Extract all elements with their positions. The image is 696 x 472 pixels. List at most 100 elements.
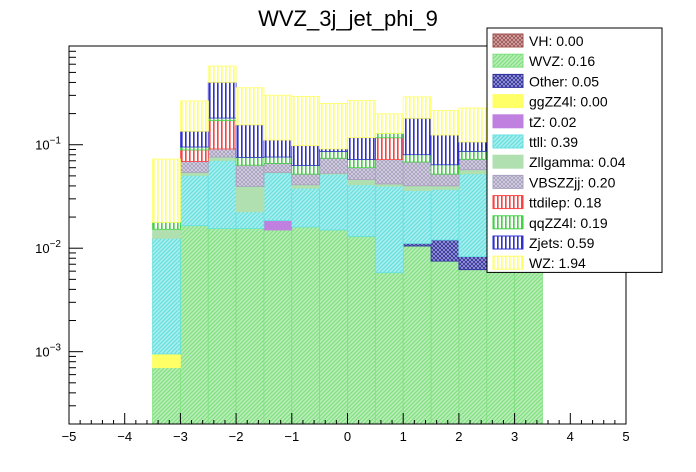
bar-qqzz4l-bin-5 bbox=[291, 165, 321, 175]
bar-zjets-bin-11 bbox=[458, 141, 488, 152]
bar-tz-bin-4 bbox=[263, 220, 293, 231]
bar-wz-bin-5 bbox=[291, 96, 321, 147]
bar-ttll-bin-1 bbox=[179, 175, 209, 227]
bar-wvz-bin-3 bbox=[235, 228, 265, 425]
bar-wvz-bin-2 bbox=[207, 228, 237, 425]
legend-swatch bbox=[492, 134, 524, 149]
legend: VH: 0.00 WVZ: 0.16 Other: 0.05 ggZZ4l: 0.00… bbox=[486, 27, 663, 273]
bar-vbszzjj-bin-10 bbox=[430, 173, 460, 187]
y-tick-label: 10−3 bbox=[35, 343, 61, 360]
bar-zllgamma-bin-2 bbox=[207, 156, 237, 161]
bar-zllgamma-bin-9 bbox=[402, 185, 432, 191]
bar-vbszzjj-bin-6 bbox=[319, 157, 348, 174]
bar-zjets-bin-7 bbox=[347, 137, 376, 160]
bar-wz-bin-11 bbox=[458, 107, 488, 143]
bar-zjets-bin-5 bbox=[291, 145, 321, 166]
bar-wz-bin-4 bbox=[263, 94, 293, 141]
x-tick-label: 0 bbox=[344, 429, 351, 444]
bar-zjets-bin-3 bbox=[235, 124, 265, 158]
bar-zjets-bin-4 bbox=[263, 139, 293, 158]
bar-vbszzjj-bin-5 bbox=[291, 173, 321, 186]
x-tick-label: 5 bbox=[622, 429, 629, 444]
bar-qqzz4l-bin-7 bbox=[347, 159, 376, 169]
legend-entry: Other: 0.05 bbox=[529, 73, 599, 89]
legend-swatch bbox=[492, 195, 524, 210]
bar-wz-bin-7 bbox=[347, 100, 376, 139]
x-tick-label: 3 bbox=[511, 429, 518, 444]
y-tick-label: 10−2 bbox=[35, 239, 61, 256]
legend-entry: WZ: 1.94 bbox=[529, 255, 586, 271]
bar-zjets-bin-9 bbox=[402, 117, 432, 156]
legend-entry: tZ: 0.02 bbox=[529, 114, 577, 130]
legend-swatch bbox=[492, 94, 524, 109]
bar-qqzz4l-bin-6 bbox=[319, 151, 348, 159]
legend-swatch bbox=[492, 154, 524, 169]
bar-ttll-bin-4 bbox=[263, 172, 293, 221]
bar-wvz-bin-6 bbox=[319, 229, 348, 425]
x-tick-label: −5 bbox=[62, 429, 77, 444]
bar-vbszzjj-bin-9 bbox=[402, 161, 432, 187]
bar-ttll-bin-3 bbox=[235, 211, 265, 229]
bar-wz-bin-1 bbox=[179, 100, 209, 132]
bar-other-bin-11 bbox=[458, 256, 488, 271]
bar-vbszzjj-bin-2 bbox=[207, 148, 237, 158]
legend-entry: ttll: 0.39 bbox=[529, 134, 578, 150]
x-tick-label: −2 bbox=[229, 429, 244, 444]
legend-swatch bbox=[492, 33, 524, 48]
bar-qqzz4l-bin-4 bbox=[263, 156, 293, 164]
legend-swatch bbox=[492, 73, 524, 88]
x-tick-label: 1 bbox=[400, 429, 407, 444]
bar-zllgamma-bin-3 bbox=[235, 186, 265, 213]
bars-layer bbox=[152, 65, 543, 425]
bar-wvz-bin-9 bbox=[402, 245, 432, 425]
bar-wvz-bin-5 bbox=[291, 226, 321, 425]
bar-ttdilep-bin-2 bbox=[207, 120, 237, 150]
bar-wvz-bin-8 bbox=[374, 272, 404, 425]
bar-wz-bin-9 bbox=[402, 96, 432, 119]
x-tick-label: 2 bbox=[455, 429, 462, 444]
bar-zjets-bin-10 bbox=[430, 134, 460, 166]
legend-swatch bbox=[492, 174, 524, 189]
legend-swatch bbox=[492, 215, 524, 230]
bar-qqzz4l-bin-1 bbox=[179, 146, 209, 151]
bar-wvz-bin-4 bbox=[263, 229, 293, 425]
bar-wvz-bin-11 bbox=[458, 269, 488, 425]
bar-ttll-bin-7 bbox=[347, 184, 376, 237]
bar-vbszzjj-bin-7 bbox=[347, 167, 376, 181]
axes-layer: −5 −4 −3 −2 −1 0 1 2 3 4 5 10−3 10−2 10−1 bbox=[35, 45, 630, 444]
bar-zjets-bin-1 bbox=[179, 130, 209, 148]
legend-entry: WVZ: 0.16 bbox=[529, 53, 595, 69]
legend-swatch bbox=[492, 53, 524, 68]
x-tick-label: −3 bbox=[173, 429, 188, 444]
x-tick-label: −1 bbox=[284, 429, 299, 444]
x-tick-label: 4 bbox=[567, 429, 574, 444]
legend-entry: ttdilep: 0.18 bbox=[529, 195, 602, 211]
bar-qqzz4l-bin-11 bbox=[458, 150, 488, 160]
bar-ttll-bin-2 bbox=[207, 160, 237, 229]
bar-zllgamma-bin-10 bbox=[430, 185, 460, 190]
bar-wz-bin-3 bbox=[235, 87, 265, 126]
bar-ttll-bin-0 bbox=[152, 237, 181, 355]
bar-ttll-bin-5 bbox=[291, 187, 321, 228]
bar-wz-bin-0 bbox=[152, 158, 181, 223]
bar-ttdilep-bin-1 bbox=[179, 149, 209, 162]
legend-entry: VH: 0.00 bbox=[529, 33, 584, 49]
bar-zllgamma-bin-11 bbox=[458, 169, 488, 175]
legend-box bbox=[486, 27, 663, 273]
bar-vbszzjj-bin-3 bbox=[235, 164, 265, 187]
bar-zjets-bin-2 bbox=[207, 81, 237, 119]
legend-entry: ggZZ4l: 0.00 bbox=[529, 94, 608, 110]
legend-entry: Zllgamma: 0.04 bbox=[529, 154, 626, 170]
bar-vbszzjj-bin-1 bbox=[179, 161, 209, 173]
legend-entry: Zjets: 0.59 bbox=[529, 235, 595, 251]
bar-zllgamma-bin-7 bbox=[347, 179, 376, 186]
bar-wvz-bin-1 bbox=[179, 225, 209, 425]
bar-zllgamma-bin-0 bbox=[152, 228, 181, 239]
bar-wvz-bin-10 bbox=[430, 260, 460, 425]
bar-wz-bin-8 bbox=[374, 113, 404, 134]
legend-swatch bbox=[492, 114, 524, 129]
bar-vbszzjj-bin-8 bbox=[374, 159, 404, 185]
bar-ttll-bin-11 bbox=[458, 173, 488, 257]
bar-wvz-bin-7 bbox=[347, 236, 376, 425]
